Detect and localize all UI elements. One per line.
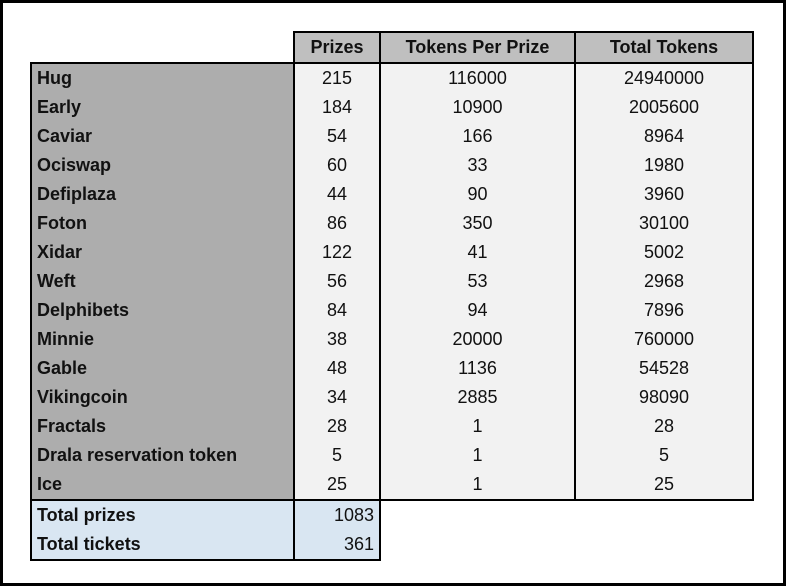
tokens-per-prize-cell[interactable]: 1	[379, 412, 576, 441]
table-row: Ociswap 60 33 1980	[30, 151, 754, 180]
table-row: Weft 56 53 2968	[30, 267, 754, 296]
totals-row: Total prizes 1083	[30, 500, 753, 530]
corner-blank-cell	[31, 32, 294, 63]
table-row: Caviar 54 166 8964	[30, 122, 754, 151]
tokens-per-prize-cell[interactable]: 10900	[379, 93, 576, 122]
empty-cell	[575, 500, 753, 530]
prizes-cell[interactable]: 44	[293, 180, 381, 209]
total-tokens-cell[interactable]: 5002	[574, 238, 754, 267]
row-label-cell[interactable]: Foton	[30, 209, 295, 238]
column-header-tokens-per-prize[interactable]: Tokens Per Prize	[379, 31, 576, 64]
row-label-cell[interactable]: Weft	[30, 267, 295, 296]
table-row: Foton 86 350 30100	[30, 209, 754, 238]
prizes-cell[interactable]: 48	[293, 354, 381, 383]
prizes-cell[interactable]: 122	[293, 238, 381, 267]
total-tokens-cell[interactable]: 54528	[574, 354, 754, 383]
prizes-cell[interactable]: 38	[293, 325, 381, 354]
row-label-cell[interactable]: Fractals	[30, 412, 295, 441]
prizes-cell[interactable]: 28	[293, 412, 381, 441]
total-tokens-cell[interactable]: 2968	[574, 267, 754, 296]
total-tokens-cell[interactable]: 7896	[574, 296, 754, 325]
table-row: Defiplaza 44 90 3960	[30, 180, 754, 209]
row-label-cell[interactable]: Drala reservation token	[30, 441, 295, 470]
total-tokens-cell[interactable]: 760000	[574, 325, 754, 354]
empty-cell	[380, 500, 575, 530]
prizes-cell[interactable]: 86	[293, 209, 381, 238]
total-tokens-cell[interactable]: 8964	[574, 122, 754, 151]
table-row: Xidar 122 41 5002	[30, 238, 754, 267]
tokens-per-prize-cell[interactable]: 90	[379, 180, 576, 209]
table-row: Delphibets 84 94 7896	[30, 296, 754, 325]
header-row: Prizes Tokens Per Prize Total Tokens	[31, 31, 754, 64]
total-tokens-cell[interactable]: 24940000	[574, 62, 754, 93]
tokens-per-prize-cell[interactable]: 166	[379, 122, 576, 151]
table-row: Gable 48 1136 54528	[30, 354, 754, 383]
column-header-total-tokens[interactable]: Total Tokens	[574, 31, 754, 64]
row-label-cell[interactable]: Vikingcoin	[30, 383, 295, 412]
row-label-cell[interactable]: Delphibets	[30, 296, 295, 325]
empty-cell	[380, 530, 575, 560]
total-value-cell[interactable]: 1083	[294, 500, 381, 530]
empty-cell	[575, 530, 753, 560]
total-tokens-cell[interactable]: 28	[574, 412, 754, 441]
column-header-prizes[interactable]: Prizes	[293, 31, 381, 64]
tokens-per-prize-cell[interactable]: 41	[379, 238, 576, 267]
total-tokens-cell[interactable]: 2005600	[574, 93, 754, 122]
prizes-cell[interactable]: 56	[293, 267, 381, 296]
prizes-cell[interactable]: 60	[293, 151, 381, 180]
prizes-cell[interactable]: 84	[293, 296, 381, 325]
prizes-cell[interactable]: 5	[293, 441, 381, 470]
row-label-cell[interactable]: Caviar	[30, 122, 295, 151]
row-label-cell[interactable]: Gable	[30, 354, 295, 383]
prizes-cell[interactable]: 184	[293, 93, 381, 122]
row-label-cell[interactable]: Ociswap	[30, 151, 295, 180]
table-row: Ice 25 1 25	[30, 470, 754, 501]
table-row: Minnie 38 20000 760000	[30, 325, 754, 354]
total-label-cell[interactable]: Total tickets	[30, 530, 295, 561]
row-label-cell[interactable]: Early	[30, 93, 295, 122]
row-label-cell[interactable]: Hug	[30, 62, 295, 93]
total-tokens-cell[interactable]: 3960	[574, 180, 754, 209]
tokens-per-prize-cell[interactable]: 20000	[379, 325, 576, 354]
table-row: Early 184 10900 2005600	[30, 93, 754, 122]
table-row: Hug 215 116000 24940000	[30, 62, 754, 93]
total-tokens-cell[interactable]: 98090	[574, 383, 754, 412]
row-label-cell[interactable]: Ice	[30, 470, 295, 501]
table-row: Vikingcoin 34 2885 98090	[30, 383, 754, 412]
tokens-per-prize-cell[interactable]: 53	[379, 267, 576, 296]
table-row: Drala reservation token 5 1 5	[30, 441, 754, 470]
total-label-cell[interactable]: Total prizes	[30, 500, 295, 530]
tokens-per-prize-cell[interactable]: 2885	[379, 383, 576, 412]
table-row: Fractals 28 1 28	[30, 412, 754, 441]
tokens-per-prize-cell[interactable]: 1136	[379, 354, 576, 383]
total-value-cell[interactable]: 361	[294, 530, 381, 561]
total-tokens-cell[interactable]: 30100	[574, 209, 754, 238]
prizes-cell[interactable]: 34	[293, 383, 381, 412]
prizes-cell[interactable]: 215	[293, 62, 381, 93]
row-label-cell[interactable]: Defiplaza	[30, 180, 295, 209]
row-label-cell[interactable]: Xidar	[30, 238, 295, 267]
prize-table: Prizes Tokens Per Prize Total Tokens Hug…	[30, 31, 754, 561]
tokens-per-prize-cell[interactable]: 1	[379, 470, 576, 501]
tokens-per-prize-cell[interactable]: 350	[379, 209, 576, 238]
tokens-per-prize-cell[interactable]: 33	[379, 151, 576, 180]
row-label-cell[interactable]: Minnie	[30, 325, 295, 354]
total-tokens-cell[interactable]: 25	[574, 470, 754, 501]
totals-row: Total tickets 361	[30, 530, 753, 561]
total-tokens-cell[interactable]: 5	[574, 441, 754, 470]
tokens-per-prize-cell[interactable]: 1	[379, 441, 576, 470]
tokens-per-prize-cell[interactable]: 94	[379, 296, 576, 325]
total-tokens-cell[interactable]: 1980	[574, 151, 754, 180]
prizes-cell[interactable]: 54	[293, 122, 381, 151]
tokens-per-prize-cell[interactable]: 116000	[379, 62, 576, 93]
prizes-cell[interactable]: 25	[293, 470, 381, 501]
